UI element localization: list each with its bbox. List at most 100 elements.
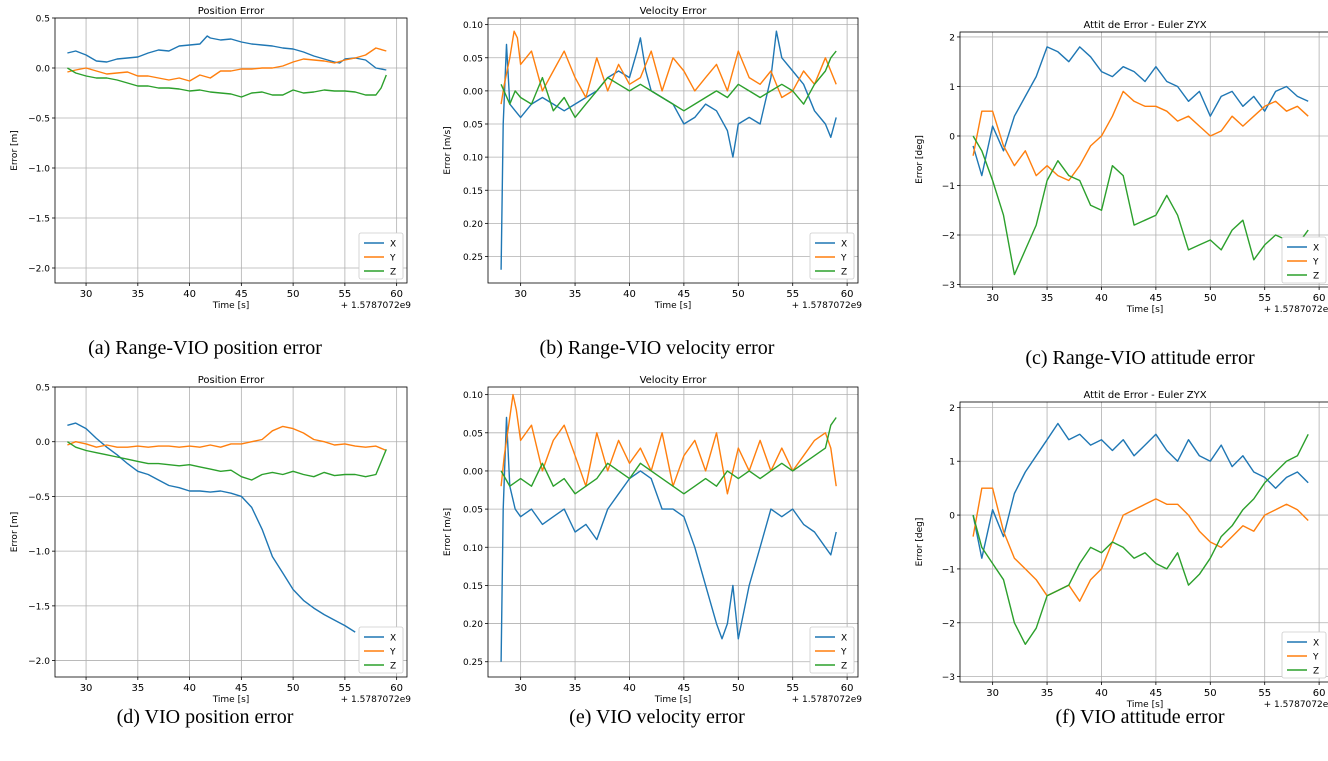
legend: XYZ bbox=[809, 232, 855, 280]
chart-title: Velocity Error bbox=[640, 375, 708, 386]
x-tick-label: 60 bbox=[841, 683, 854, 694]
y-tick-label: 0.20 bbox=[463, 220, 483, 230]
x-tick-label: 35 bbox=[569, 289, 582, 300]
y-tick-label: 1 bbox=[949, 458, 955, 468]
legend-box bbox=[1281, 631, 1327, 679]
legend-box bbox=[1281, 236, 1327, 284]
y-tick-label: 0.10 bbox=[463, 391, 483, 401]
legend-label-x: X bbox=[390, 634, 396, 644]
series-line-z bbox=[972, 433, 1309, 645]
legend-label-y: Y bbox=[389, 648, 396, 658]
x-axis-label: Time [s] bbox=[1126, 305, 1164, 315]
axes-frame bbox=[54, 386, 408, 678]
x-tick-label: 45 bbox=[1150, 293, 1163, 304]
legend-label-y: Y bbox=[840, 254, 847, 264]
grid-lines bbox=[960, 402, 1328, 682]
caption-f: (f) VIO attitude error bbox=[1055, 706, 1225, 728]
x-axis-label: Time [s] bbox=[212, 695, 250, 705]
chart-panel-d: 30 35 40 45 50 55 60 0.5 0.0 −0.5 −1.0 −1.5 −2.0 Posi… bbox=[10, 375, 411, 705]
y-tick-label: −1 bbox=[942, 565, 955, 575]
y-tick-label: 0.10 bbox=[463, 544, 483, 554]
y-axis-label: Error [deg] bbox=[915, 518, 925, 567]
legend-label-y: Y bbox=[1312, 653, 1319, 663]
y-tick-label: −1.5 bbox=[28, 215, 50, 225]
grid-lines bbox=[960, 32, 1328, 287]
legend-label-x: X bbox=[841, 240, 847, 250]
series-line-z bbox=[500, 417, 837, 495]
legend: XYZ bbox=[1281, 236, 1327, 284]
x-tick-label: 60 bbox=[841, 289, 854, 300]
y-tick-label: 0.20 bbox=[463, 620, 483, 630]
y-tick-label: 0.15 bbox=[463, 582, 483, 592]
y-axis-label: Error [m] bbox=[10, 130, 20, 171]
legend-label-z: Z bbox=[841, 662, 847, 672]
legend-label-x: X bbox=[390, 240, 396, 250]
legend-label-y: Y bbox=[389, 254, 396, 264]
series-line-y bbox=[972, 487, 1309, 602]
y-tick-label: 0.05 bbox=[463, 54, 483, 64]
legend: XYZ bbox=[809, 626, 855, 674]
y-tick-label: 2 bbox=[949, 404, 955, 414]
x-tick-label: 55 bbox=[339, 289, 352, 300]
series-line-x bbox=[500, 416, 837, 662]
x-tick-label: 50 bbox=[287, 683, 300, 694]
grid-lines bbox=[55, 386, 407, 677]
y-tick-label: 0.05 bbox=[463, 121, 483, 131]
x-tick-label: 30 bbox=[986, 688, 999, 699]
x-offset-text: + 1.5787072e9 bbox=[1264, 700, 1328, 710]
x-tick-label: 55 bbox=[786, 289, 799, 300]
y-tick-label: −0.5 bbox=[28, 493, 50, 503]
legend-box bbox=[809, 232, 855, 280]
legend-box bbox=[809, 626, 855, 674]
caption-c: (c) Range-VIO attitude error bbox=[1025, 347, 1255, 369]
x-tick-label: 45 bbox=[678, 289, 691, 300]
chart-title: Position Error bbox=[198, 375, 265, 386]
y-axis-label: Error [deg] bbox=[915, 135, 925, 184]
x-tick-label: 50 bbox=[1204, 688, 1217, 699]
legend-box bbox=[358, 626, 404, 674]
series-line-y bbox=[972, 90, 1309, 182]
y-tick-label: 0.00 bbox=[463, 467, 483, 477]
x-tick-label: 50 bbox=[1204, 293, 1217, 304]
x-tick-label: 30 bbox=[986, 293, 999, 304]
y-tick-label: −2.0 bbox=[28, 657, 50, 667]
x-tick-label: 45 bbox=[235, 289, 248, 300]
series-line-z bbox=[500, 50, 837, 119]
x-tick-label: 45 bbox=[1150, 688, 1163, 699]
y-tick-label: 0 bbox=[949, 512, 955, 522]
chart-panel-b: 30 35 40 45 50 55 60 0.10 0.05 0.00 0.05 0.10 0.15 0.… bbox=[443, 6, 862, 311]
caption-b: (b) Range-VIO velocity error bbox=[539, 337, 775, 359]
legend-label-z: Z bbox=[841, 268, 847, 278]
x-tick-label: 35 bbox=[1041, 688, 1054, 699]
legend-label-z: Z bbox=[1313, 667, 1319, 677]
chart-title: Velocity Error bbox=[640, 6, 708, 17]
y-tick-label: 0.10 bbox=[463, 154, 483, 164]
axes-frame bbox=[487, 386, 859, 678]
x-tick-label: 45 bbox=[678, 683, 691, 694]
x-offset-text: + 1.5787072e9 bbox=[341, 695, 412, 705]
chart-title: Position Error bbox=[198, 6, 265, 17]
chart-panel-f: 30 35 40 45 50 55 60 2 1 0 −1 −2 −3 Attit de Error - … bbox=[915, 390, 1328, 710]
x-tick-label: 35 bbox=[131, 683, 144, 694]
x-tick-label: 60 bbox=[1313, 293, 1326, 304]
y-axis-label: Error [m/s] bbox=[443, 508, 453, 556]
x-tick-label: 50 bbox=[732, 683, 745, 694]
caption-a: (a) Range-VIO position error bbox=[88, 337, 322, 359]
y-tick-label: −3 bbox=[942, 281, 955, 291]
x-tick-label: 55 bbox=[1258, 688, 1271, 699]
y-tick-label: 0.0 bbox=[36, 438, 51, 448]
caption-d: (d) VIO position error bbox=[116, 706, 294, 728]
y-tick-label: −0.5 bbox=[28, 115, 50, 125]
y-tick-label: −2 bbox=[942, 232, 955, 242]
axes-frame bbox=[959, 31, 1328, 288]
y-tick-label: 0.05 bbox=[463, 506, 483, 516]
legend: XYZ bbox=[1281, 631, 1327, 679]
x-offset-text: + 1.5787072e9 bbox=[341, 301, 412, 311]
series-line-x bbox=[972, 422, 1309, 559]
x-tick-label: 45 bbox=[235, 683, 248, 694]
x-tick-label: 40 bbox=[1095, 688, 1108, 699]
legend-label-z: Z bbox=[390, 662, 396, 672]
legend-label-z: Z bbox=[1313, 272, 1319, 282]
x-tick-label: 50 bbox=[732, 289, 745, 300]
x-axis-label: Time [s] bbox=[654, 301, 692, 311]
